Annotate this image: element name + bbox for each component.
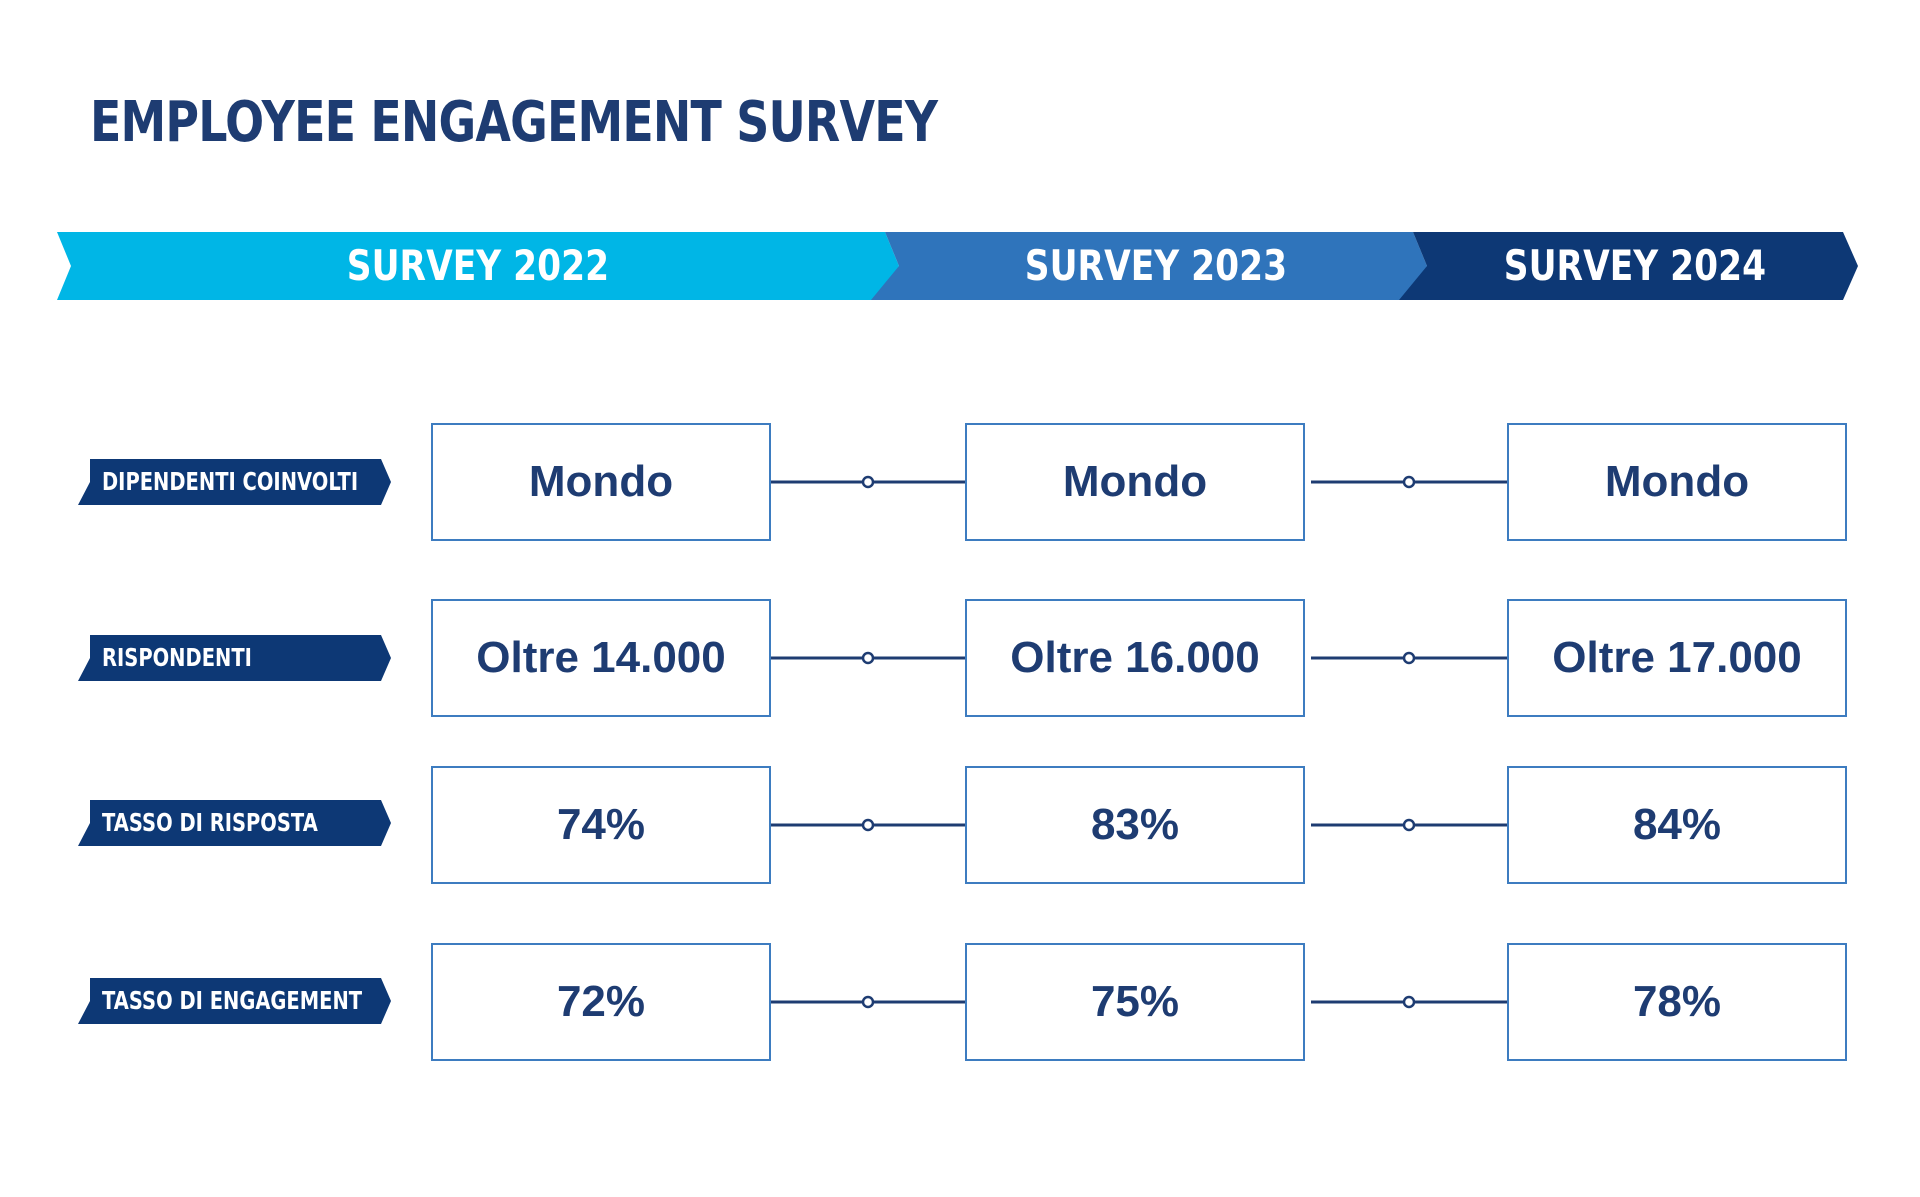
row-label-tasso-di-engagement: TASSO DI ENGAGEMENT	[102, 986, 363, 1015]
value-box-2022-dipendenti: Mondo	[431, 423, 771, 541]
row-label-tasso-di-risposta: TASSO DI RISPOSTA	[102, 808, 318, 837]
banner-2022-label: SURVEY 2022	[346, 241, 610, 290]
banner-2024-label: SURVEY 2024	[1503, 241, 1767, 290]
row-label-rispondenti: RISPONDENTI	[102, 643, 252, 672]
row-label-ribbon-4	[78, 978, 391, 1024]
connector-dot	[1402, 818, 1416, 832]
banner-2023-shape	[871, 232, 1427, 300]
connector-dot	[861, 995, 875, 1009]
row-label-ribbon-1	[78, 459, 391, 505]
value-box-2023-tasso-engagement: 75%	[965, 943, 1305, 1061]
value-box-2024-tasso-risposta: 84%	[1507, 766, 1847, 884]
value-box-2024-rispondenti: Oltre 17.000	[1507, 599, 1847, 717]
connector-dot	[861, 818, 875, 832]
row-label-dipendenti-coinvolti: DIPENDENTI COINVOLTI	[102, 467, 359, 496]
value-box-2024-dipendenti: Mondo	[1507, 423, 1847, 541]
value-box-2023-dipendenti: Mondo	[965, 423, 1305, 541]
row-label-ribbon-3	[78, 800, 391, 846]
connector-dot	[861, 475, 875, 489]
value-box-2022-tasso-engagement: 72%	[431, 943, 771, 1061]
banner-2022-shape	[57, 232, 899, 300]
banner-2024-shape	[1399, 232, 1858, 300]
banner-2023-label: SURVEY 2023	[1024, 241, 1288, 290]
value-box-2023-tasso-risposta: 83%	[965, 766, 1305, 884]
connector-dot	[1402, 651, 1416, 665]
value-box-2022-tasso-risposta: 74%	[431, 766, 771, 884]
page-title: EMPLOYEE ENGAGEMENT SURVEY	[90, 90, 938, 155]
value-box-2023-rispondenti: Oltre 16.000	[965, 599, 1305, 717]
connector-dot	[1402, 475, 1416, 489]
value-box-2024-tasso-engagement: 78%	[1507, 943, 1847, 1061]
row-label-ribbon-2	[78, 635, 391, 681]
connector-dot	[1402, 995, 1416, 1009]
connector-dot	[861, 651, 875, 665]
value-box-2022-rispondenti: Oltre 14.000	[431, 599, 771, 717]
